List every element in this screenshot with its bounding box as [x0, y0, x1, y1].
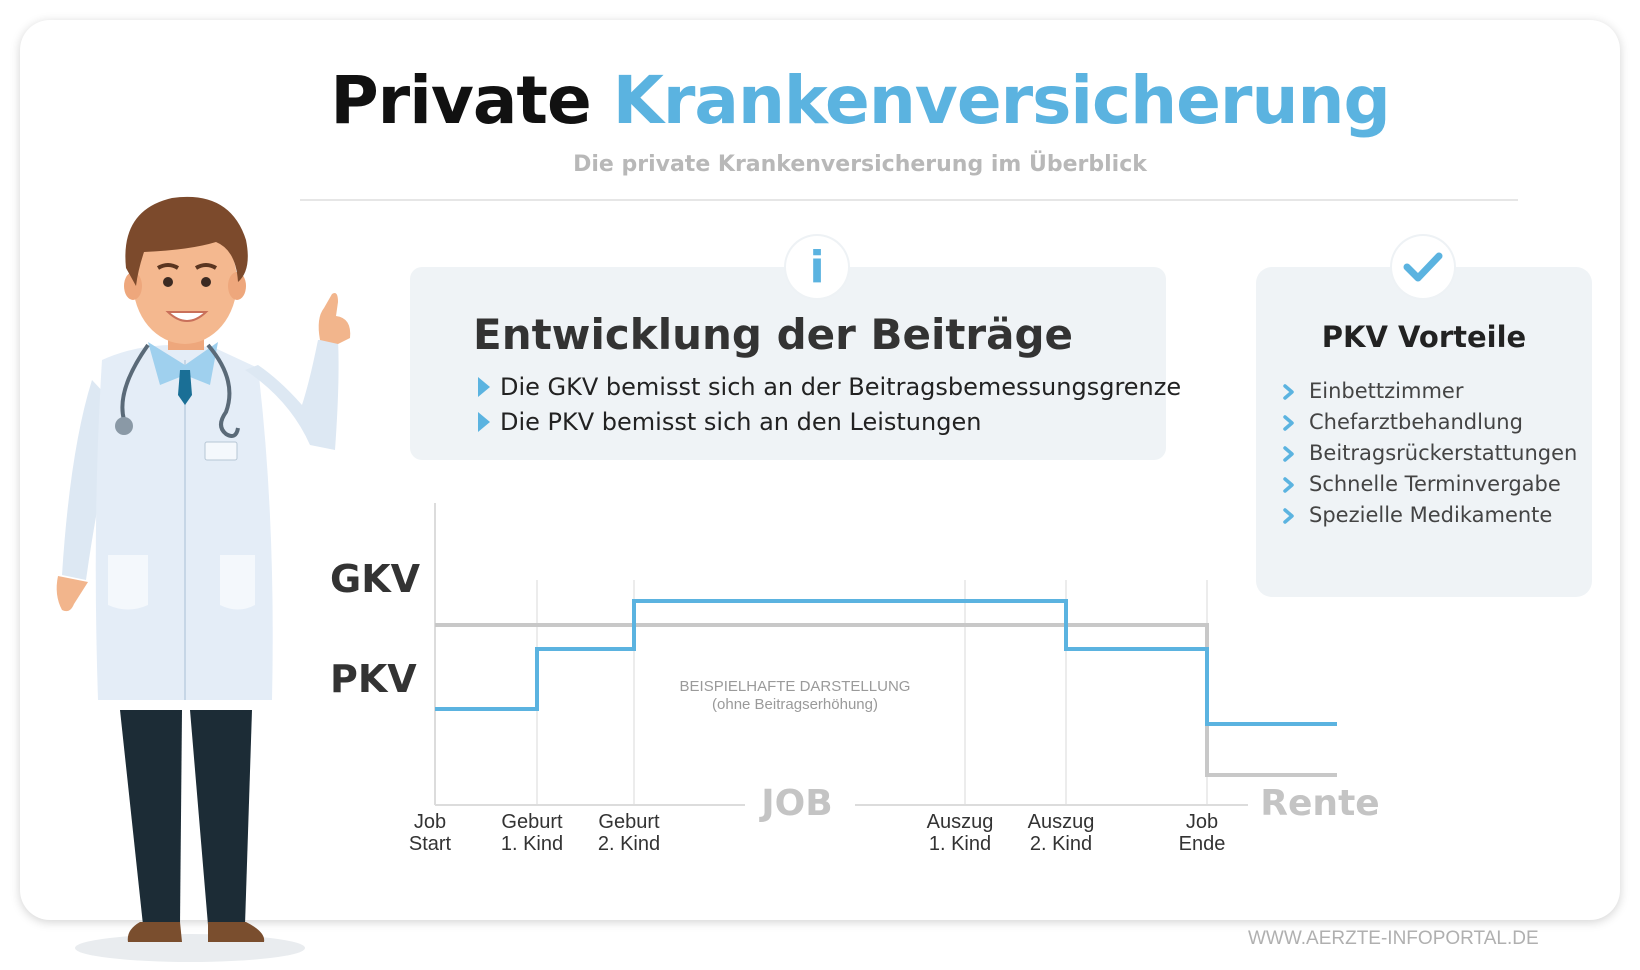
gkv-axis-label: GKV — [330, 557, 421, 601]
left-leg — [120, 710, 182, 925]
footer-url: WWW.AERZTE-INFOPORTAL.DE — [1248, 928, 1539, 949]
left-eye — [163, 277, 173, 287]
smile — [165, 311, 209, 322]
milestone-label-sub: Ende — [1179, 833, 1226, 855]
advantage-text: Beitragsrückerstattungen — [1309, 441, 1578, 465]
chevron-right-icon — [1283, 384, 1294, 400]
shirt-collar — [148, 342, 218, 385]
advantages-list: Einbettzimmer Chefarztbehandlung Beitrag… — [1283, 376, 1577, 531]
advantage-item: Beitragsrückerstattungen — [1283, 438, 1577, 469]
info-box-title: Entwicklung der Beiträge — [473, 310, 1074, 359]
page-subtitle: Die private Krankenversicherung im Überb… — [573, 152, 1147, 177]
info-icon: i — [786, 236, 848, 298]
pkv-axis-label: PKV — [330, 657, 417, 701]
chart-note-sub: (ohne Beitragserhöhung) — [712, 696, 878, 713]
milestone-label: Geburt — [501, 811, 563, 833]
milestone-label: Auszug — [927, 811, 994, 833]
advantage-text: Einbettzimmer — [1309, 379, 1464, 403]
advantage-item: Spezielle Medikamente — [1283, 500, 1577, 531]
advantages-box — [1256, 267, 1592, 597]
triangle-bullet-icon — [478, 377, 490, 397]
milestone-label-sub: Start — [409, 833, 452, 855]
chart-grid — [434, 503, 1248, 806]
contribution-info-box — [410, 267, 1166, 460]
triangle-bullet-icon — [478, 412, 490, 432]
chevron-right-icon — [1283, 446, 1294, 462]
left-pocket — [108, 555, 148, 610]
title-part-2: Krankenversicherung — [612, 62, 1391, 139]
milestone-label: Auszug — [1028, 811, 1095, 833]
right-eyebrow — [194, 263, 218, 270]
left-eyebrow — [156, 263, 180, 270]
title-part-1: Private — [330, 62, 591, 139]
chart-note: BEISPIELHAFTE DARSTELLUNG — [680, 678, 911, 695]
right-hand-pointing — [318, 293, 351, 344]
name-badge — [204, 441, 238, 461]
info-list-text: Die GKV bemisst sich an der Beitragsbeme… — [500, 373, 1182, 401]
right-sleeve — [245, 340, 339, 450]
info-list: Die GKV bemisst sich an der Beitragsbeme… — [476, 372, 1181, 442]
info-list-item: Die PKV bemisst sich an den Leistungen — [476, 407, 1181, 442]
header-divider — [300, 199, 1518, 201]
stethoscope-chestpiece — [115, 417, 133, 435]
info-badge-letter: i — [809, 241, 825, 293]
advantage-text: Schnelle Terminvergabe — [1309, 472, 1561, 496]
advantage-item: Schnelle Terminvergabe — [1283, 469, 1577, 500]
floor-shadow — [75, 934, 305, 962]
right-leg — [190, 710, 252, 925]
milestone-label-sub: 2. Kind — [598, 833, 660, 855]
hair — [125, 196, 248, 286]
chevron-right-icon — [1283, 415, 1294, 431]
advantage-text: Chefarztbehandlung — [1309, 410, 1523, 434]
chevron-right-icon — [1283, 508, 1294, 524]
advantage-text: Spezielle Medikamente — [1309, 503, 1553, 527]
advantage-item: Einbettzimmer — [1283, 376, 1577, 407]
phase-label-job: JOB — [758, 783, 832, 824]
advantages-title: PKV Vorteile — [1321, 320, 1527, 354]
phase-label-retirement: Rente — [1260, 783, 1379, 824]
left-shoe — [127, 922, 182, 942]
necktie — [178, 370, 192, 405]
chevron-right-icon — [1283, 477, 1294, 493]
milestone-label-sub: 2. Kind — [1030, 833, 1092, 855]
stethoscope-tube-left — [120, 343, 150, 421]
right-shoe — [208, 922, 265, 942]
milestone-label: Geburt — [598, 811, 660, 833]
milestone-label: Job — [414, 811, 446, 833]
left-ear — [124, 272, 142, 300]
checkmark-icon — [1392, 236, 1454, 298]
stethoscope-tube-right — [206, 343, 240, 438]
milestone-label-sub: 1. Kind — [501, 833, 563, 855]
series-line-pkv — [435, 599, 1337, 726]
doctor-illustration — [56, 196, 351, 962]
milestone-label-sub: 1. Kind — [929, 833, 991, 855]
right-pocket — [220, 555, 255, 610]
right-eye — [201, 277, 211, 287]
chart-labels: GKV PKV BEISPIELHAFTE DARSTELLUNG(ohne Bei… — [330, 557, 1380, 855]
advantage-item: Chefarztbehandlung — [1283, 407, 1577, 438]
left-hand — [56, 576, 88, 612]
chart-series — [435, 599, 1337, 777]
info-list-text: Die PKV bemisst sich an den Leistungen — [500, 408, 982, 436]
right-ear — [228, 272, 246, 300]
milestone-label: Job — [1186, 811, 1218, 833]
page-title: Private Krankenversicherung — [0, 62, 1640, 139]
info-list-item: Die GKV bemisst sich an der Beitragsbeme… — [476, 372, 1181, 407]
